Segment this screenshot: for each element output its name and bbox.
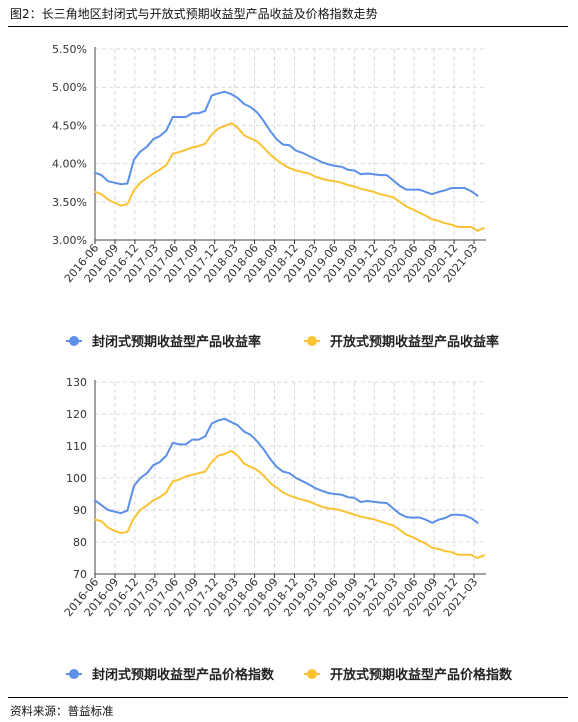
source-note: 资料来源：普益标准: [10, 704, 114, 718]
legend-marker: [307, 669, 317, 679]
y-tick-label: 4.00%: [52, 158, 87, 171]
y-tick-label: 110: [66, 440, 87, 453]
series-line-open: [94, 122, 485, 232]
y-tick-label: 80: [73, 536, 87, 549]
y-tick-label: 120: [66, 408, 87, 421]
y-tick-label: 3.00%: [52, 234, 87, 247]
series-line-closed: [94, 417, 479, 524]
legend-label[interactable]: 开放式预期收益型产品价格指数: [330, 667, 513, 683]
series-line-closed: [94, 90, 479, 197]
bottom-rule: [8, 697, 568, 698]
legend-marker: [307, 336, 317, 346]
top-rule: [8, 26, 568, 27]
y-tick-label: 5.00%: [52, 81, 87, 94]
legend-label[interactable]: 封闭式预期收益型产品收益率: [92, 334, 261, 350]
legend-marker: [69, 669, 79, 679]
y-tick-label: 130: [66, 376, 87, 389]
y-tick-label: 70: [73, 568, 87, 581]
y-tick-label: 100: [66, 472, 87, 485]
y-tick-label: 90: [73, 504, 87, 517]
legend-label[interactable]: 封闭式预期收益型产品价格指数: [92, 667, 275, 683]
series-line-open: [94, 449, 485, 559]
figure-title: 图2：长三角地区封闭式与开放式预期收益型产品收益及价格指数走势: [10, 7, 378, 21]
yield-rate-chart: 3.00%3.50%4.00%4.50%5.00%5.50%2016-06201…: [52, 43, 499, 350]
legend-label[interactable]: 开放式预期收益型产品收益率: [330, 334, 499, 350]
legend-marker: [69, 336, 79, 346]
price-index-chart: 7080901001101201302016-062016-092016-122…: [62, 376, 513, 683]
y-tick-label: 4.50%: [52, 119, 87, 132]
y-tick-label: 5.50%: [52, 43, 87, 56]
y-tick-label: 3.50%: [52, 196, 87, 209]
